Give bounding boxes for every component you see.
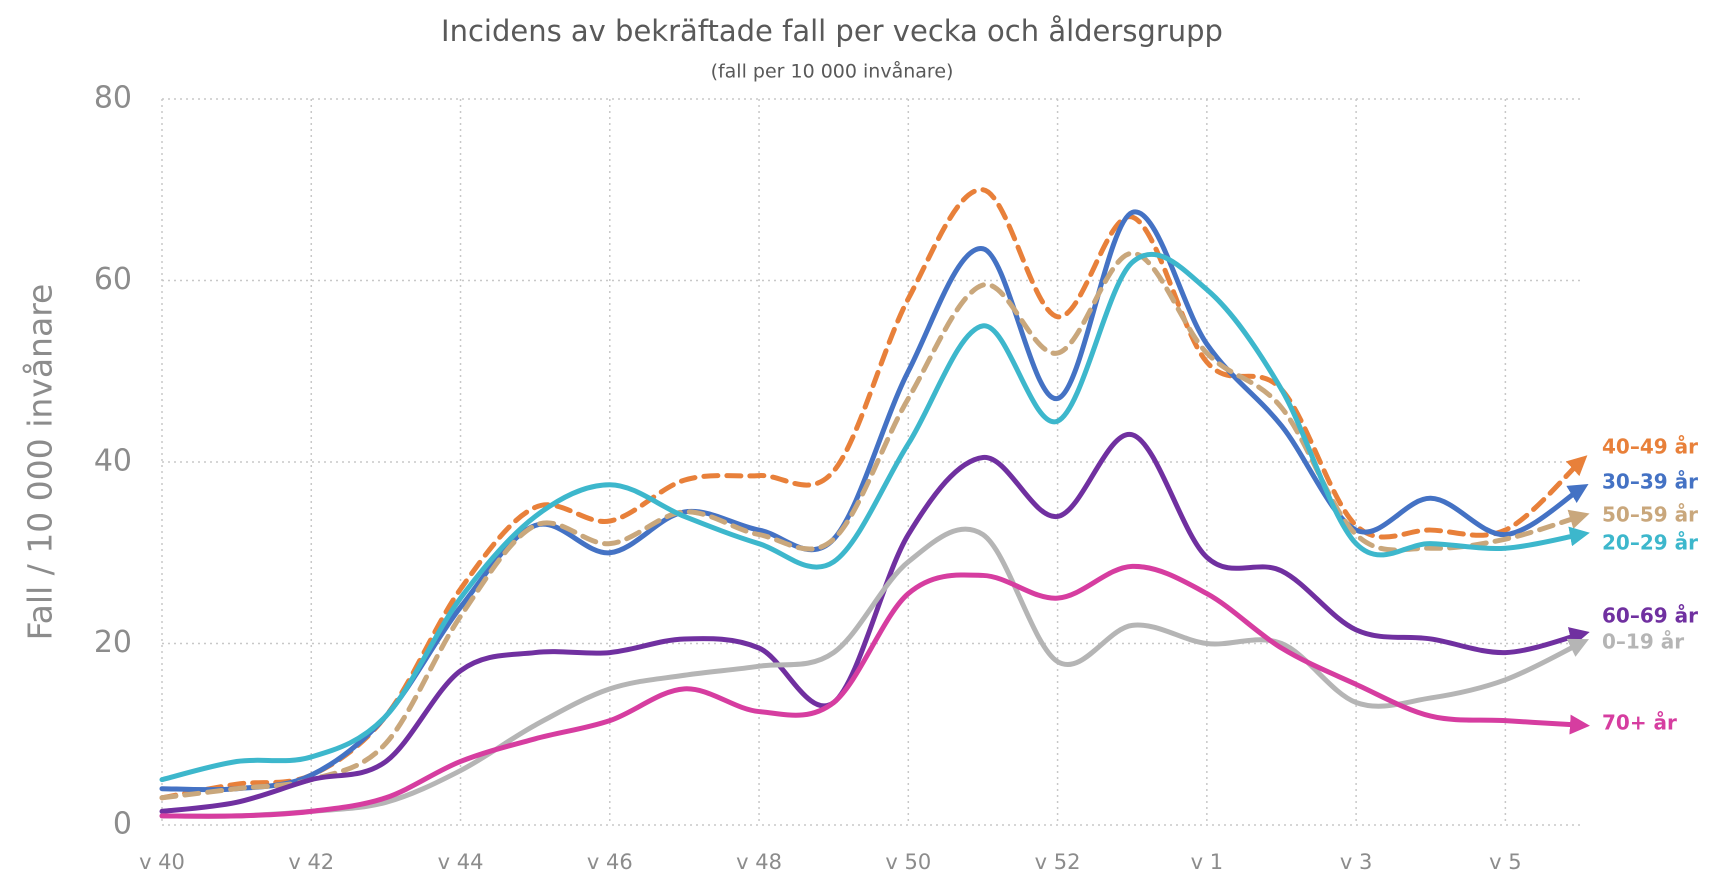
- series-line: [159, 187, 1588, 801]
- series-label: 30–39 år: [1602, 470, 1698, 494]
- x-tick-label: v 5: [1489, 850, 1521, 874]
- series-label: 60–69 år: [1602, 604, 1698, 628]
- x-tick-label: v 46: [587, 850, 633, 874]
- y-axis-label: Fall / 10 000 invånare: [21, 284, 60, 641]
- x-tick-label: v 1: [1191, 850, 1223, 874]
- series-line: [159, 563, 1590, 819]
- y-tick-label: 20: [94, 625, 132, 660]
- series-label: 70+ år: [1602, 711, 1677, 735]
- series-line: [159, 526, 1589, 819]
- x-tick-label: v 48: [736, 850, 782, 874]
- series-label: 40–49 år: [1602, 435, 1698, 459]
- series-line: [159, 250, 1590, 801]
- series-line: [159, 251, 1590, 783]
- y-tick-label: 60: [94, 262, 132, 297]
- x-tick-label: v 44: [438, 850, 484, 874]
- chart-subtitle: (fall per 10 000 invånare): [711, 60, 954, 83]
- chart-title: Incidens av bekräftade fall per vecka oc…: [441, 14, 1223, 48]
- y-tick-label: 0: [113, 807, 132, 842]
- x-tick-label: v 42: [288, 850, 334, 874]
- x-tick-label: v 52: [1035, 850, 1081, 874]
- y-tick-label: 80: [94, 81, 132, 116]
- x-tick-label: v 50: [885, 850, 931, 874]
- series-label: 0–19 år: [1602, 630, 1684, 654]
- x-tick-label: v 40: [139, 850, 185, 874]
- x-tick-label: v 3: [1340, 850, 1372, 874]
- y-tick-label: 40: [94, 444, 132, 479]
- series-label: 50–59 år: [1602, 503, 1698, 527]
- series-label: 20–29 år: [1602, 531, 1698, 555]
